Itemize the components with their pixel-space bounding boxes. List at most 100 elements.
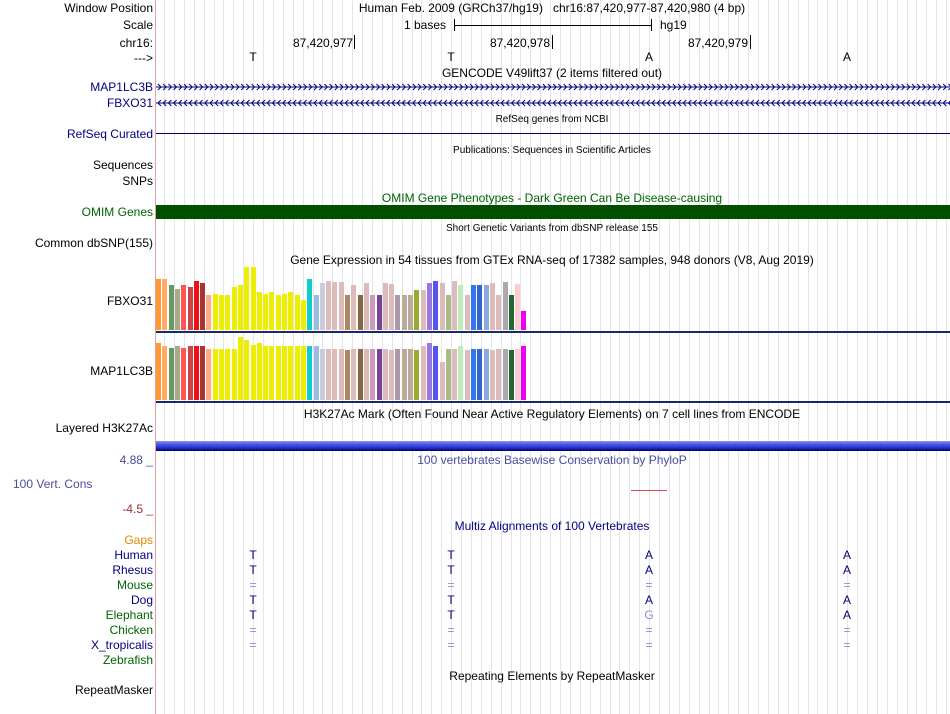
gtex-tissue-bar[interactable] (496, 295, 502, 330)
gtex-tissue-bar[interactable] (515, 284, 521, 330)
gtex-tissue-bar[interactable] (168, 348, 174, 400)
gene-model-fbxo31[interactable] (156, 97, 950, 109)
gtex-tissue-bar[interactable] (370, 349, 376, 400)
gtex-tissue-bar[interactable] (300, 346, 306, 400)
gtex-tissue-bar[interactable] (212, 349, 218, 400)
gtex-tissue-bar[interactable] (156, 279, 162, 330)
gtex-tissue-bar[interactable] (269, 292, 275, 330)
species-label[interactable]: Human (114, 548, 153, 562)
gene-model-map1lc3b[interactable] (156, 81, 950, 93)
gtex-tissue-bar[interactable] (477, 285, 483, 330)
gtex-tissue-bar[interactable] (489, 350, 495, 400)
gtex-tissue-bar[interactable] (231, 287, 237, 330)
dbsnp-track-label[interactable]: Common dbSNP(155) (34, 236, 153, 250)
gtex-tissue-bar[interactable] (445, 349, 451, 400)
h3k27-signal[interactable] (156, 441, 950, 451)
gene-label-fbxo31[interactable]: FBXO31 (106, 96, 153, 110)
gtex-tissue-bar[interactable] (408, 295, 414, 330)
gtex-tissue-bar[interactable] (200, 283, 206, 330)
gtex-tissue-bar[interactable] (332, 282, 338, 330)
gtex-tissue-bar[interactable] (244, 267, 250, 330)
gtex-tissue-bar[interactable] (294, 295, 300, 330)
gtex-tissue-bar[interactable] (426, 283, 432, 330)
gtex-tissue-bar[interactable] (458, 346, 464, 400)
gtex-tissue-bar[interactable] (288, 346, 294, 400)
gtex-tissue-bar[interactable] (489, 283, 495, 330)
gtex-tissue-bar[interactable] (471, 349, 477, 400)
gtex-tissue-bar[interactable] (445, 295, 451, 330)
gtex-tissue-bar[interactable] (414, 290, 420, 330)
gtex-tissue-bar[interactable] (401, 349, 407, 400)
gtex-tissue-bar[interactable] (515, 349, 521, 400)
omim-gene-bar[interactable] (156, 205, 950, 219)
gtex-tissue-bar[interactable] (382, 349, 388, 400)
gtex-bars-map1lc3b[interactable] (156, 337, 950, 400)
gtex-tissue-bar[interactable] (420, 346, 426, 400)
gtex-tissue-bar[interactable] (376, 295, 382, 330)
gtex-tissue-bar[interactable] (389, 284, 395, 330)
gtex-tissue-bar[interactable] (326, 281, 332, 330)
species-label[interactable]: Elephant (105, 608, 153, 622)
gaps-label[interactable]: Gaps (124, 533, 153, 547)
gtex-tissue-bar[interactable] (452, 349, 458, 400)
gtex-tissue-bar[interactable] (433, 346, 439, 400)
gtex-tissue-bar[interactable] (351, 349, 357, 400)
gtex-tissue-bar[interactable] (187, 287, 193, 330)
gtex-tissue-bar[interactable] (395, 295, 401, 330)
gtex-tissue-bar[interactable] (414, 350, 420, 400)
gtex-tissue-bar[interactable] (237, 337, 243, 400)
gtex-tissue-bar[interactable] (338, 349, 344, 400)
species-label[interactable]: X_tropicalis (90, 638, 153, 652)
gtex-tissue-bar[interactable] (408, 349, 414, 400)
gtex-tissue-bar[interactable] (319, 283, 325, 330)
gtex-tissue-bar[interactable] (256, 292, 262, 330)
cons-track-label[interactable]: 100 Vert. Cons (13, 477, 93, 491)
species-label[interactable]: Dog (130, 593, 153, 607)
gtex-tissue-bar[interactable] (250, 267, 256, 330)
gtex-tissue-bar[interactable] (256, 343, 262, 400)
gtex-tissue-bar[interactable] (174, 289, 180, 330)
gtex-tissue-bar[interactable] (244, 340, 250, 400)
gtex-tissue-bar[interactable] (263, 294, 269, 330)
gtex-tissue-bar[interactable] (345, 295, 351, 330)
gtex-tissue-bar[interactable] (464, 295, 470, 330)
gtex-tissue-bar[interactable] (508, 295, 514, 330)
gtex-tissue-bar[interactable] (174, 346, 180, 400)
gtex-tissue-bar[interactable] (187, 346, 193, 400)
gtex-tissue-bar[interactable] (439, 283, 445, 330)
gtex-tissue-bar[interactable] (389, 350, 395, 400)
gtex-tissue-bar[interactable] (225, 295, 231, 330)
gtex-tissue-bar[interactable] (181, 285, 187, 330)
gtex-tissue-bar[interactable] (395, 349, 401, 400)
gtex-tissue-bar[interactable] (363, 283, 369, 330)
gtex-tissue-bar[interactable] (200, 346, 206, 400)
gtex-gene-label-fbxo31[interactable]: FBXO31 (106, 294, 153, 308)
gtex-tissue-bar[interactable] (483, 349, 489, 400)
gtex-tissue-bar[interactable] (464, 350, 470, 400)
gtex-tissue-bar[interactable] (162, 279, 168, 330)
gtex-tissue-bar[interactable] (219, 349, 225, 400)
gtex-tissue-bar[interactable] (502, 282, 508, 330)
gtex-tissue-bar[interactable] (471, 285, 477, 330)
gtex-tissue-bar[interactable] (483, 285, 489, 330)
gtex-tissue-bar[interactable] (477, 349, 483, 400)
gtex-tissue-bar[interactable] (206, 295, 212, 330)
refseq-gene-line[interactable] (156, 133, 950, 134)
gtex-tissue-bar[interactable] (275, 346, 281, 400)
gtex-tissue-bar[interactable] (401, 295, 407, 330)
gtex-tissue-bar[interactable] (319, 349, 325, 400)
gtex-tissue-bar[interactable] (307, 346, 313, 400)
gtex-tissue-bar[interactable] (288, 292, 294, 330)
gtex-tissue-bar[interactable] (458, 285, 464, 330)
h3k27-track-label[interactable]: Layered H3K27Ac (55, 421, 153, 435)
gtex-gene-label-map1lc3b[interactable]: MAP1LC3B (90, 364, 153, 378)
gtex-tissue-bar[interactable] (452, 281, 458, 330)
gtex-tissue-bar[interactable] (332, 349, 338, 400)
gtex-tissue-bar[interactable] (370, 295, 376, 330)
gtex-tissue-bar[interactable] (307, 279, 313, 330)
gtex-tissue-bar[interactable] (300, 300, 306, 330)
cons-signal[interactable] (631, 490, 667, 491)
gtex-tissue-bar[interactable] (282, 346, 288, 400)
gtex-tissue-bar[interactable] (496, 349, 502, 400)
gtex-tissue-bar[interactable] (162, 346, 168, 400)
